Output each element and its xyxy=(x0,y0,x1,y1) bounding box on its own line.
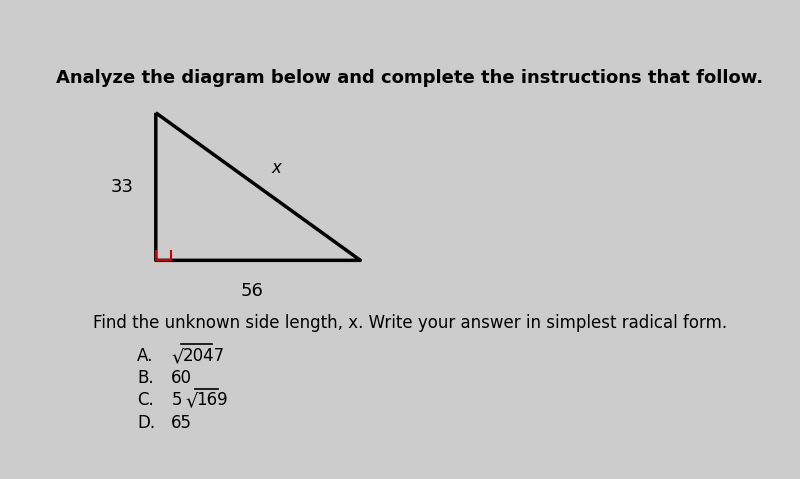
Text: 2047: 2047 xyxy=(182,347,225,365)
Text: 169: 169 xyxy=(196,391,228,410)
Text: 56: 56 xyxy=(241,283,263,300)
Text: Find the unknown side length, x. Write your answer in simplest radical form.: Find the unknown side length, x. Write y… xyxy=(93,314,727,332)
Text: √: √ xyxy=(185,391,198,410)
Text: x: x xyxy=(272,159,282,177)
Text: 5: 5 xyxy=(171,391,182,410)
Text: C.: C. xyxy=(138,391,154,410)
Text: 60: 60 xyxy=(171,369,192,388)
Text: A.: A. xyxy=(138,347,154,365)
Text: Analyze the diagram below and complete the instructions that follow.: Analyze the diagram below and complete t… xyxy=(57,68,763,87)
Text: D.: D. xyxy=(138,414,155,432)
Text: 65: 65 xyxy=(171,414,192,432)
Text: 33: 33 xyxy=(111,178,134,195)
Text: √: √ xyxy=(171,347,184,366)
Text: B.: B. xyxy=(138,369,154,388)
